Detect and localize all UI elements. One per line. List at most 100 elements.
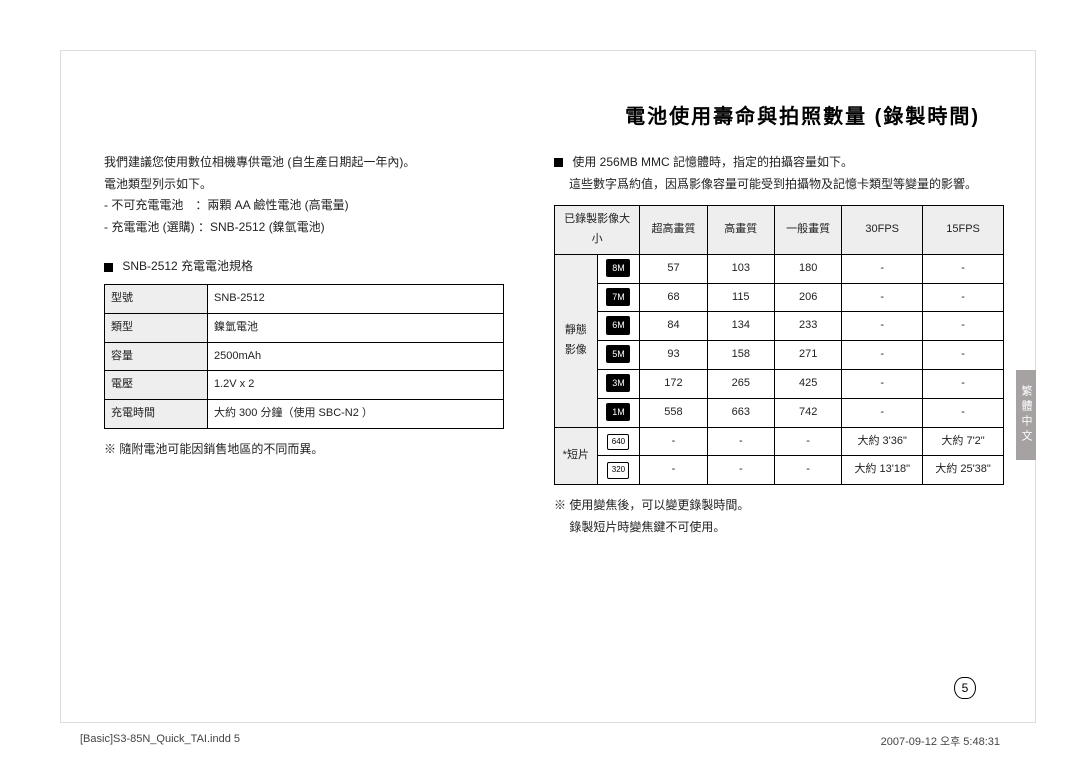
spec-label: 容量 xyxy=(105,342,208,371)
cell: - xyxy=(842,369,923,398)
cell: - xyxy=(923,312,1004,341)
cell: 大約 25'38" xyxy=(923,456,1004,485)
page-title: 電池使用壽命與拍照數量 (錄製時間) xyxy=(625,100,980,129)
size-cell: 8M xyxy=(597,254,640,283)
cap-note-2: 錄製短片時變焦鍵不可使用。 xyxy=(554,517,1004,539)
cell: 57 xyxy=(640,254,707,283)
cell: 68 xyxy=(640,283,707,312)
cell: 大約 13'18" xyxy=(842,456,923,485)
cell: 742 xyxy=(774,398,841,427)
table-row: 類型鎳氫電池 xyxy=(105,313,504,342)
spec-value: 鎳氫電池 xyxy=(208,313,504,342)
cell: - xyxy=(707,456,774,485)
table-row: 5M93158271-- xyxy=(555,341,1004,370)
cell: - xyxy=(923,254,1004,283)
size-badge-icon: 320 xyxy=(607,462,629,478)
language-tab: 繁體中文 xyxy=(1016,370,1036,460)
cell: 172 xyxy=(640,369,707,398)
col-size: 已錄製影像大小 xyxy=(555,206,640,255)
table-row: 靜態影像8M57103180-- xyxy=(555,254,1004,283)
size-badge-icon: 5M xyxy=(606,345,630,363)
size-cell: 320 xyxy=(597,456,640,485)
size-cell: 7M xyxy=(597,283,640,312)
battery-type-1: - 不可充電電池 ：兩顆 AA 鹼性電池 (高電量) xyxy=(104,195,504,217)
cell: - xyxy=(842,398,923,427)
intro-line-2: 電池類型列示如下。 xyxy=(104,174,504,196)
cell: - xyxy=(842,341,923,370)
footer-date: 2007-09-12 오후 5:48:31 xyxy=(881,733,1000,749)
spec-value: 2500mAh xyxy=(208,342,504,371)
bullet-square-icon xyxy=(104,263,113,272)
cell: 663 xyxy=(707,398,774,427)
col-nq: 一般畫質 xyxy=(774,206,841,255)
size-badge-icon: 7M xyxy=(606,288,630,306)
cap-intro-1: 使用 256MB MMC 記憶體時，指定的拍攝容量如下。 xyxy=(572,155,853,169)
cell: 425 xyxy=(774,369,841,398)
table-row: 容量2500mAh xyxy=(105,342,504,371)
table-row: *短片640---大約 3'36"大約 7'2" xyxy=(555,427,1004,456)
size-cell: 1M xyxy=(597,398,640,427)
col-30fps: 30FPS xyxy=(842,206,923,255)
size-cell: 3M xyxy=(597,369,640,398)
spec-label: 充電時間 xyxy=(105,400,208,429)
bullet-square-icon xyxy=(554,158,563,167)
group-movie: *短片 xyxy=(555,427,598,485)
cell: - xyxy=(707,427,774,456)
table-row: 6M84134233-- xyxy=(555,312,1004,341)
footer: [Basic]S3-85N_Quick_TAI.indd 5 2007-09-1… xyxy=(80,733,1000,749)
table-row: 320---大約 13'18"大約 25'38" xyxy=(555,456,1004,485)
spec-value: 大約 300 分鐘（使用 SBC-N2 ） xyxy=(208,400,504,429)
size-badge-icon: 640 xyxy=(607,434,629,450)
cell: - xyxy=(774,427,841,456)
size-badge-icon: 8M xyxy=(606,259,630,277)
cell: 大約 3'36" xyxy=(842,427,923,456)
page-number: 5 xyxy=(954,677,976,699)
cell: - xyxy=(640,456,707,485)
cell: 134 xyxy=(707,312,774,341)
spec-value: SNB-2512 xyxy=(208,284,504,313)
spec-heading-text: SNB-2512 充電電池規格 xyxy=(122,259,253,273)
table-row: 7M68115206-- xyxy=(555,283,1004,312)
cap-intro-block: 使用 256MB MMC 記憶體時，指定的拍攝容量如下。 這些數字爲約值，因爲影… xyxy=(554,152,1004,195)
spec-heading: SNB-2512 充電電池規格 xyxy=(104,256,504,278)
cell: 206 xyxy=(774,283,841,312)
cell: - xyxy=(842,283,923,312)
cell: - xyxy=(923,283,1004,312)
cap-note-1: ※ 使用變焦後，可以變更錄製時間。 xyxy=(554,495,1004,517)
table-row: 充電時間大約 300 分鐘（使用 SBC-N2 ） xyxy=(105,400,504,429)
group-still: 靜態影像 xyxy=(555,254,598,427)
cell: 558 xyxy=(640,398,707,427)
cell: 115 xyxy=(707,283,774,312)
table-row: 1M558663742-- xyxy=(555,398,1004,427)
cell: 大約 7'2" xyxy=(923,427,1004,456)
table-row: 型號SNB-2512 xyxy=(105,284,504,313)
document-page: 電池使用壽命與拍照數量 (錄製時間) 我們建議您使用數位相機專供電池 (自生產日… xyxy=(0,0,1080,779)
footer-file: [Basic]S3-85N_Quick_TAI.indd 5 xyxy=(80,733,240,749)
cell: - xyxy=(640,427,707,456)
capacity-table: 已錄製影像大小超高畫質高畫質一般畫質30FPS15FPS 靜態影像8M57103… xyxy=(554,205,1004,485)
table-row: 電壓1.2V x 2 xyxy=(105,371,504,400)
size-cell: 640 xyxy=(597,427,640,456)
cell: 233 xyxy=(774,312,841,341)
cap-intro-2: 這些數字爲約值，因爲影像容量可能受到拍攝物及記憶卡類型等變量的影響。 xyxy=(554,174,1004,196)
cell: - xyxy=(923,398,1004,427)
cell: - xyxy=(842,312,923,341)
battery-type-2: - 充電電池 (選購) ：SNB-2512 (鎳氫電池) xyxy=(104,217,504,239)
intro-line-1: 我們建議您使用數位相機專供電池 (自生產日期起一年內)。 xyxy=(104,152,504,174)
size-cell: 6M xyxy=(597,312,640,341)
spec-label: 類型 xyxy=(105,313,208,342)
cell: - xyxy=(923,341,1004,370)
cell: 93 xyxy=(640,341,707,370)
size-cell: 5M xyxy=(597,341,640,370)
cell: 265 xyxy=(707,369,774,398)
cell: 84 xyxy=(640,312,707,341)
table-row: 3M172265425-- xyxy=(555,369,1004,398)
size-badge-icon: 6M xyxy=(606,316,630,334)
cell: 180 xyxy=(774,254,841,283)
left-column: 我們建議您使用數位相機專供電池 (自生產日期起一年內)。 電池類型列示如下。 -… xyxy=(104,152,504,461)
cell: - xyxy=(923,369,1004,398)
cell: 158 xyxy=(707,341,774,370)
cell: 271 xyxy=(774,341,841,370)
spec-label: 型號 xyxy=(105,284,208,313)
right-column: 使用 256MB MMC 記憶體時，指定的拍攝容量如下。 這些數字爲約值，因爲影… xyxy=(554,152,1004,538)
